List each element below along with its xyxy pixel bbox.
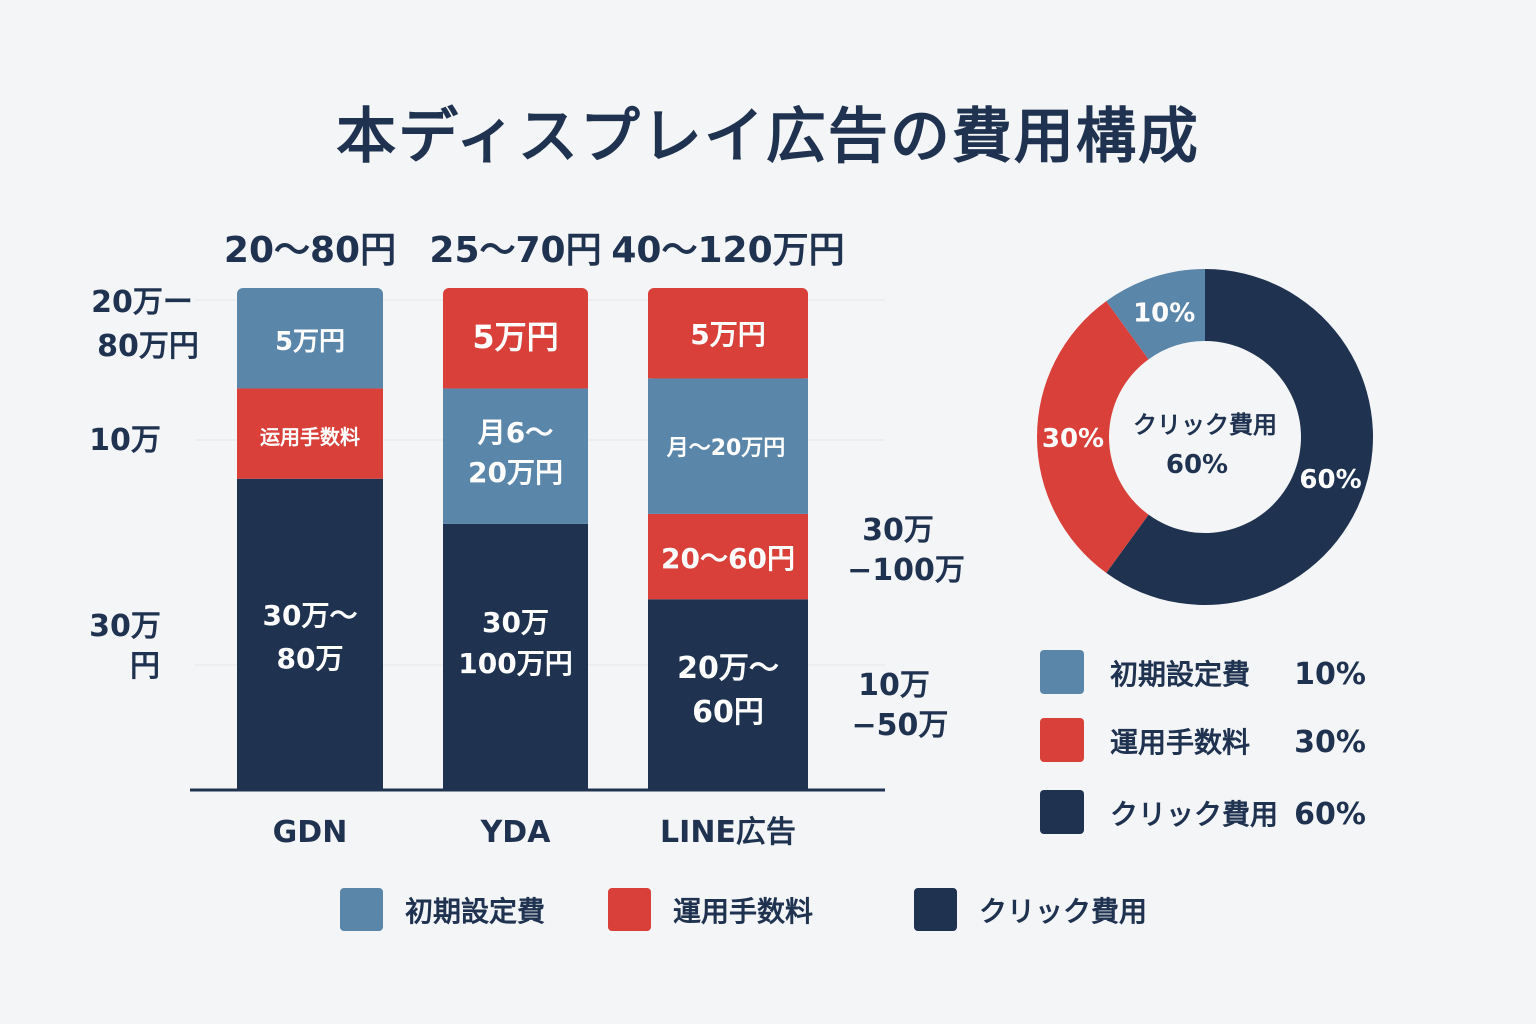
bar-total-label: 25〜70円 <box>429 230 601 271</box>
bar-segment-label: 80万 <box>277 642 344 675</box>
right-annotation: 30万 <box>862 513 934 548</box>
left-annotation: 10万 <box>89 423 161 458</box>
pie-legend-swatch <box>1040 650 1084 694</box>
right-annotation: −50万 <box>852 708 949 743</box>
pie-legend-value: 60% <box>1294 797 1366 832</box>
pie-slice-label: 60% <box>1299 465 1361 495</box>
pie-legend-value: 10% <box>1294 657 1366 692</box>
legend-swatch <box>914 888 957 931</box>
x-tick-label: LINE広告 <box>660 815 796 850</box>
bar-total-label: 40〜120万円 <box>611 230 844 271</box>
bar-segment-label: 月6〜 <box>477 416 553 449</box>
pie-legend-value: 30% <box>1294 725 1366 760</box>
left-annotation: 円 <box>130 649 160 684</box>
bar-segment <box>648 378 808 514</box>
x-tick-label: GDN <box>273 815 348 850</box>
legend-label: 運用手数料 <box>673 895 813 928</box>
donut-center-value: 60% <box>1166 450 1228 480</box>
bar-segment-label: 月〜20万円 <box>666 436 786 461</box>
left-annotation: 20万ー <box>91 285 193 320</box>
legend-label: 初期設定費 <box>405 895 545 928</box>
bar-segment-label: 30万 <box>482 606 549 639</box>
pie-legend-label: 初期設定費 <box>1110 658 1250 691</box>
bar-segment-fill <box>237 296 383 389</box>
bar-segment-label: 30万〜 <box>263 599 358 632</box>
legend-label: クリック費用 <box>979 895 1147 928</box>
bar-segment-label: 运用手数料 <box>260 425 360 449</box>
right-annotation: −100万 <box>847 553 965 588</box>
pie-slice <box>1106 269 1373 605</box>
right-annotation: 10万 <box>858 668 930 703</box>
bar-segment <box>237 388 383 479</box>
pie-legend-swatch <box>1040 790 1084 834</box>
pie-slice <box>1037 301 1149 573</box>
bar-segment-label: 5万円 <box>275 327 345 357</box>
bar-segment-fill <box>443 296 588 389</box>
bar-total-label: 20〜80円 <box>224 230 396 271</box>
bar-segment <box>648 599 808 790</box>
donut-center-label: クリック費用 <box>1133 411 1277 439</box>
pie-legend-label: 運用手数料 <box>1110 726 1250 759</box>
bar-segment <box>648 513 808 600</box>
x-tick-label: YDA <box>480 815 552 850</box>
bar-segment-label: 20〜60円 <box>661 542 795 575</box>
bar-segment-label: 5万円 <box>472 318 558 356</box>
left-annotation: 30万 <box>89 609 161 644</box>
bar-segment-label: 20万円 <box>468 456 563 489</box>
legend-swatch <box>340 888 383 931</box>
pie-slice-label: 10% <box>1133 298 1195 328</box>
bar-segment <box>443 523 588 790</box>
bar-segment <box>237 478 383 790</box>
bar-segment <box>443 388 588 524</box>
bar-segment-label: 60円 <box>692 695 764 730</box>
legend-swatch <box>608 888 651 931</box>
bar-segment-label: 20万〜 <box>677 651 779 686</box>
pie-legend-label: クリック費用 <box>1110 798 1278 831</box>
chart-title: 本ディスプレイ広告の費用構成 <box>336 102 1200 172</box>
pie-slice <box>1106 269 1205 360</box>
pie-slice-label: 30% <box>1042 424 1104 454</box>
bar-segment-label: 100万円 <box>458 647 572 680</box>
left-annotation: 80万円 <box>97 329 199 364</box>
bar-segment-fill <box>648 296 808 379</box>
bar-segment-label: 5万円 <box>690 318 765 351</box>
pie-legend-swatch <box>1040 718 1084 762</box>
